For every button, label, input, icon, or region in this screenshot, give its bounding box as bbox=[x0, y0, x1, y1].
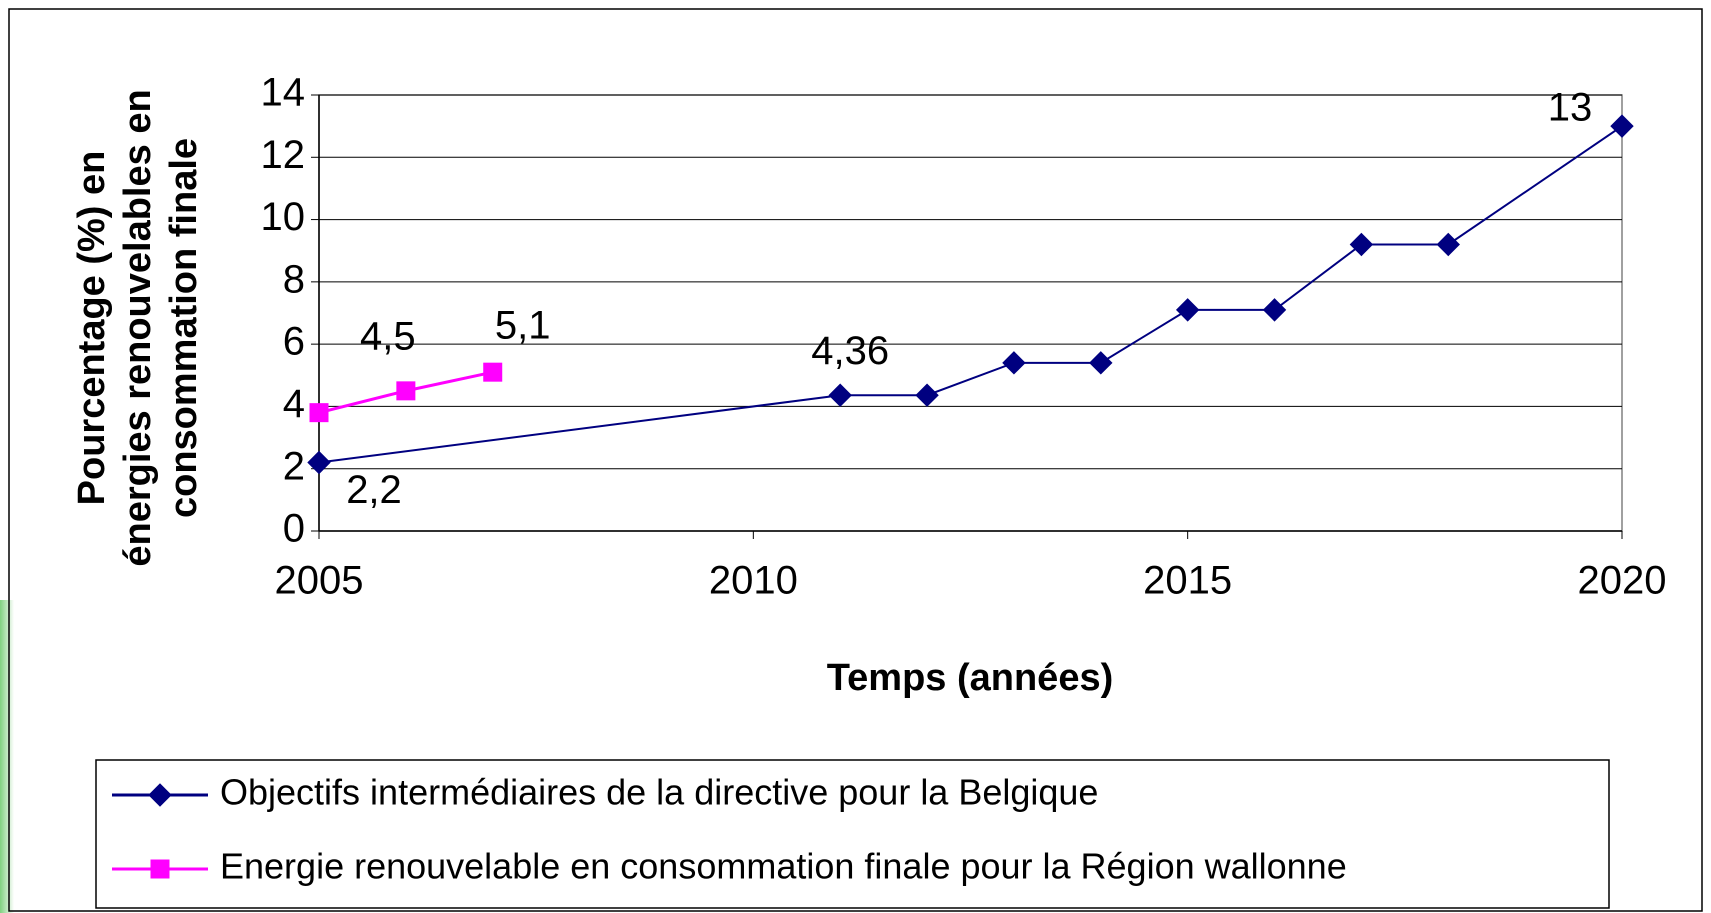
x-tick-label: 2020 bbox=[1578, 559, 1667, 603]
y-tick-label: 4 bbox=[283, 382, 305, 426]
y-tick-label: 6 bbox=[283, 320, 305, 364]
point bbox=[483, 362, 503, 382]
legend-box bbox=[95, 759, 1610, 909]
series-line bbox=[318, 125, 1623, 464]
data-label: 13 bbox=[1548, 86, 1593, 130]
legend-label: Energie renouvelable en consommation fin… bbox=[220, 846, 1347, 887]
x-axis-title: Temps (années) bbox=[827, 657, 1113, 699]
point bbox=[1349, 232, 1374, 257]
y-axis-title: Pourcentage (%) en énergies renouvelable… bbox=[71, 89, 205, 566]
chart-frame bbox=[8, 8, 1703, 912]
y-axis-title-line: énergies renouvelables en bbox=[117, 89, 159, 566]
point bbox=[309, 403, 329, 423]
legend-marker bbox=[148, 783, 172, 807]
point bbox=[1436, 232, 1460, 257]
plot-area bbox=[318, 94, 1623, 532]
point bbox=[1089, 351, 1113, 375]
y-tick-label: 10 bbox=[261, 195, 306, 239]
y-tick-label: 8 bbox=[283, 257, 305, 301]
x-tick-label: 2015 bbox=[1143, 559, 1232, 603]
point bbox=[307, 450, 331, 475]
x-tick-label: 2005 bbox=[275, 559, 364, 603]
data-label: 2,2 bbox=[346, 468, 402, 512]
data-label: 4,36 bbox=[811, 329, 889, 373]
legend-label: Objectifs intermédiaires de la directive… bbox=[220, 772, 1098, 813]
point bbox=[1175, 298, 1200, 322]
point bbox=[1262, 298, 1287, 322]
legend-marker bbox=[150, 859, 170, 879]
y-axis-title-line: Pourcentage (%) en bbox=[71, 151, 113, 506]
x-tick-label: 2010 bbox=[709, 559, 798, 603]
data-label: 4,5 bbox=[360, 314, 416, 358]
y-tick-label: 0 bbox=[283, 507, 305, 551]
point bbox=[396, 381, 416, 401]
data-label: 5,1 bbox=[495, 304, 551, 348]
y-tick-label: 2 bbox=[283, 444, 305, 488]
y-tick-label: 12 bbox=[261, 133, 306, 177]
decoration bbox=[0, 600, 14, 913]
y-tick-label: 14 bbox=[261, 71, 306, 115]
point bbox=[828, 383, 852, 407]
point bbox=[915, 383, 939, 407]
y-axis-title-line: consommation finale bbox=[163, 138, 205, 518]
point bbox=[1002, 351, 1026, 375]
point bbox=[1610, 114, 1634, 138]
